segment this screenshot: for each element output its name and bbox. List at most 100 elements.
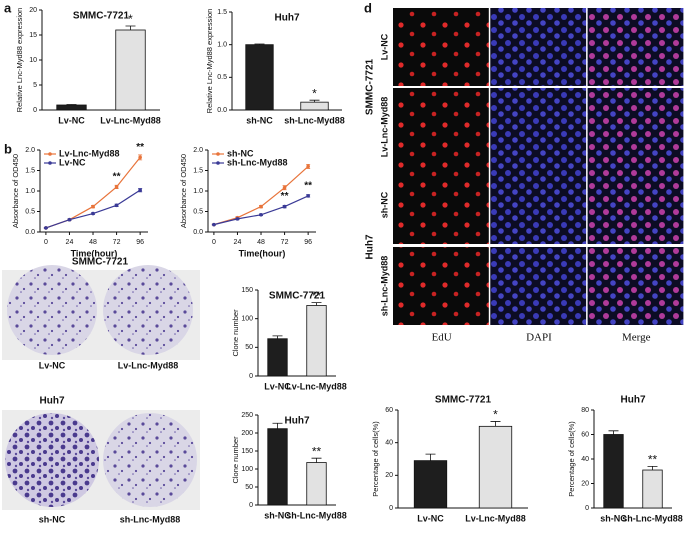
x-tick-label: sh-Lnc-Myd88 xyxy=(284,115,345,125)
micrograph xyxy=(490,8,587,86)
significance: ** xyxy=(312,289,322,303)
chart-title: SMMC-7721 xyxy=(269,291,326,302)
x-tick-label: 0 xyxy=(44,239,48,246)
y-tick-label: 40 xyxy=(581,456,589,463)
x-tick-label: 0 xyxy=(212,239,216,246)
bar xyxy=(267,428,288,506)
y-tick-label: 250 xyxy=(241,412,253,419)
micrograph xyxy=(587,247,684,325)
error-bar xyxy=(66,104,77,105)
y-tick-label: 20 xyxy=(29,7,37,14)
error-bar xyxy=(608,430,619,435)
y-axis-label: Absorbance of OD450 xyxy=(11,154,20,228)
y-tick-label: 0 xyxy=(389,505,393,512)
x-tick-label: Lv-NC xyxy=(417,513,444,523)
legend-label: sh-Lnc-Myd88 xyxy=(227,157,288,167)
x-tick-label: Lv-Lnc-Myd88 xyxy=(286,381,347,391)
row-label: Lv-Lnc-Myd88 xyxy=(379,97,389,158)
point xyxy=(306,194,310,198)
bar xyxy=(245,44,274,111)
x-tick-label: 72 xyxy=(113,239,121,246)
y-tick-label: 15 xyxy=(29,32,37,39)
colony-plate xyxy=(7,265,97,355)
panel-label: b xyxy=(4,141,12,156)
chart-title: Huh7 xyxy=(285,416,310,427)
micrograph xyxy=(393,88,489,166)
bar xyxy=(642,469,663,509)
y-tick-label: 0 xyxy=(33,107,37,114)
y-tick-label: 0.5 xyxy=(193,208,203,215)
y-tick-label: 150 xyxy=(241,448,253,455)
x-tick-label: 24 xyxy=(66,239,74,246)
micrograph xyxy=(587,166,684,244)
y-axis-label: Clone number xyxy=(231,309,240,357)
significance: * xyxy=(128,12,133,26)
x-tick-label: sh-Lnc-Myd88 xyxy=(622,513,683,523)
bar xyxy=(478,425,513,509)
x-axis-label: Time(hour) xyxy=(239,248,286,258)
y-tick-label: 60 xyxy=(385,407,393,414)
significance: ** xyxy=(113,172,121,183)
point xyxy=(44,226,48,230)
y-tick-label: 50 xyxy=(245,344,253,351)
x-tick-label: sh-NC xyxy=(264,510,291,520)
y-tick-label: 0.0 xyxy=(25,229,35,236)
y-tick-label: 0 xyxy=(585,505,589,512)
y-tick-label: 0.0 xyxy=(217,107,227,114)
y-tick-label: 5 xyxy=(33,82,37,89)
panel-label: d xyxy=(364,0,372,15)
colony-title: SMMC-7721 xyxy=(72,257,129,268)
x-tick-label: Lv-Lnc-Myd88 xyxy=(100,115,161,125)
micrograph xyxy=(490,166,587,244)
x-tick-label: sh-NC xyxy=(246,115,273,125)
y-tick-label: 1.0 xyxy=(193,188,203,195)
y-tick-label: 0.5 xyxy=(217,74,227,81)
chart-title: SMMC-7721 xyxy=(435,395,492,406)
bar xyxy=(56,104,87,111)
y-tick-label: 0 xyxy=(249,373,253,380)
significance: ** xyxy=(312,444,322,458)
point xyxy=(114,203,119,208)
point xyxy=(282,185,287,190)
series-line xyxy=(45,157,141,229)
y-tick-label: 200 xyxy=(241,430,253,437)
point xyxy=(91,211,95,216)
bar xyxy=(306,462,327,506)
y-tick-label: 2.0 xyxy=(193,147,203,154)
legend-marker xyxy=(48,152,52,156)
significance: ** xyxy=(304,181,312,192)
y-tick-label: 1.5 xyxy=(193,167,203,174)
y-axis-label: Absorbance of OD450 xyxy=(179,154,188,228)
legend-label: Lv-NC xyxy=(59,157,86,167)
micrograph xyxy=(587,88,684,166)
error-bar xyxy=(311,302,322,306)
column-label: DAPI xyxy=(526,332,552,344)
x-tick-label: sh-NC xyxy=(600,513,627,523)
point xyxy=(114,185,119,189)
y-tick-label: 40 xyxy=(385,440,393,447)
legend-marker xyxy=(48,161,52,165)
point xyxy=(91,204,95,209)
y-tick-label: 0.5 xyxy=(25,208,35,215)
error-bar xyxy=(254,43,265,45)
micrograph xyxy=(393,8,489,86)
error-bar xyxy=(309,99,320,103)
error-bar xyxy=(272,422,283,429)
x-tick-label: sh-Lnc-Myd88 xyxy=(286,510,347,520)
bar xyxy=(300,101,329,111)
significance: ** xyxy=(281,191,289,202)
x-axis-label: Time(hour) xyxy=(71,248,118,258)
error-bar xyxy=(125,25,136,30)
row-label: sh-Lnc-Myd88 xyxy=(379,256,389,317)
chart-title: SMMC-7721 xyxy=(73,11,130,22)
group-label: SMMC-7721 xyxy=(365,59,376,116)
y-tick-label: 0 xyxy=(249,502,253,509)
y-tick-label: 100 xyxy=(241,316,253,323)
y-axis-label: Clone number xyxy=(231,436,240,484)
y-axis-label: Percentage of cells(%) xyxy=(371,421,380,497)
significance: ** xyxy=(136,142,144,153)
error-bar xyxy=(647,465,658,471)
y-axis-label: Relative Lnc-Myd88 expression xyxy=(205,9,214,114)
x-tick-label: Lv-Lnc-Myd88 xyxy=(465,513,526,523)
